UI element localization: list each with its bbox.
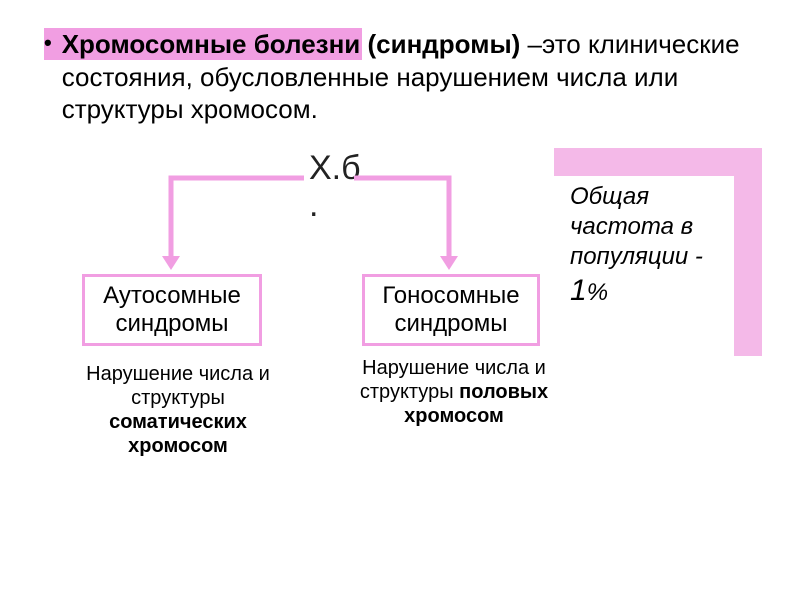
- frequency-note: Общая частота в популяции - 1%: [570, 182, 740, 310]
- definition-bold: Хромосомные болезни (синдромы): [62, 29, 521, 59]
- frequency-value: 1: [570, 274, 587, 307]
- definition-text: Хромосомные болезни (синдромы) –это клин…: [62, 28, 756, 126]
- sub-right: Нарушение числа и структуры половых хром…: [354, 356, 554, 428]
- arrow-left: [162, 178, 304, 270]
- box-gonosomal-label: Гоносомные синдромы: [369, 282, 533, 337]
- bullet-icon: •: [44, 28, 52, 58]
- box-gonosomal: Гоносомные синдромы: [362, 274, 540, 346]
- box-autosomal-label: Аутосомные синдромы: [89, 282, 255, 337]
- sub-left: Нарушение числа и структуры соматических…: [68, 362, 288, 458]
- arrow-left-path: [171, 178, 304, 256]
- slide: • Хромосомные болезни (синдромы) –это кл…: [0, 0, 800, 600]
- sub-left-plain: Нарушение числа и структуры: [86, 363, 270, 409]
- arrow-left-head: [162, 256, 180, 270]
- arrow-right-head: [440, 256, 458, 270]
- frequency-percent: %: [587, 279, 608, 306]
- arrow-right-path: [354, 178, 449, 256]
- box-autosomal: Аутосомные синдромы: [82, 274, 262, 346]
- sub-left-bold: соматических хромосом: [109, 411, 247, 457]
- definition-block: • Хромосомные болезни (синдромы) –это кл…: [44, 28, 756, 126]
- frequency-text: Общая частота в популяции -: [570, 183, 703, 270]
- arrow-right: [354, 178, 458, 270]
